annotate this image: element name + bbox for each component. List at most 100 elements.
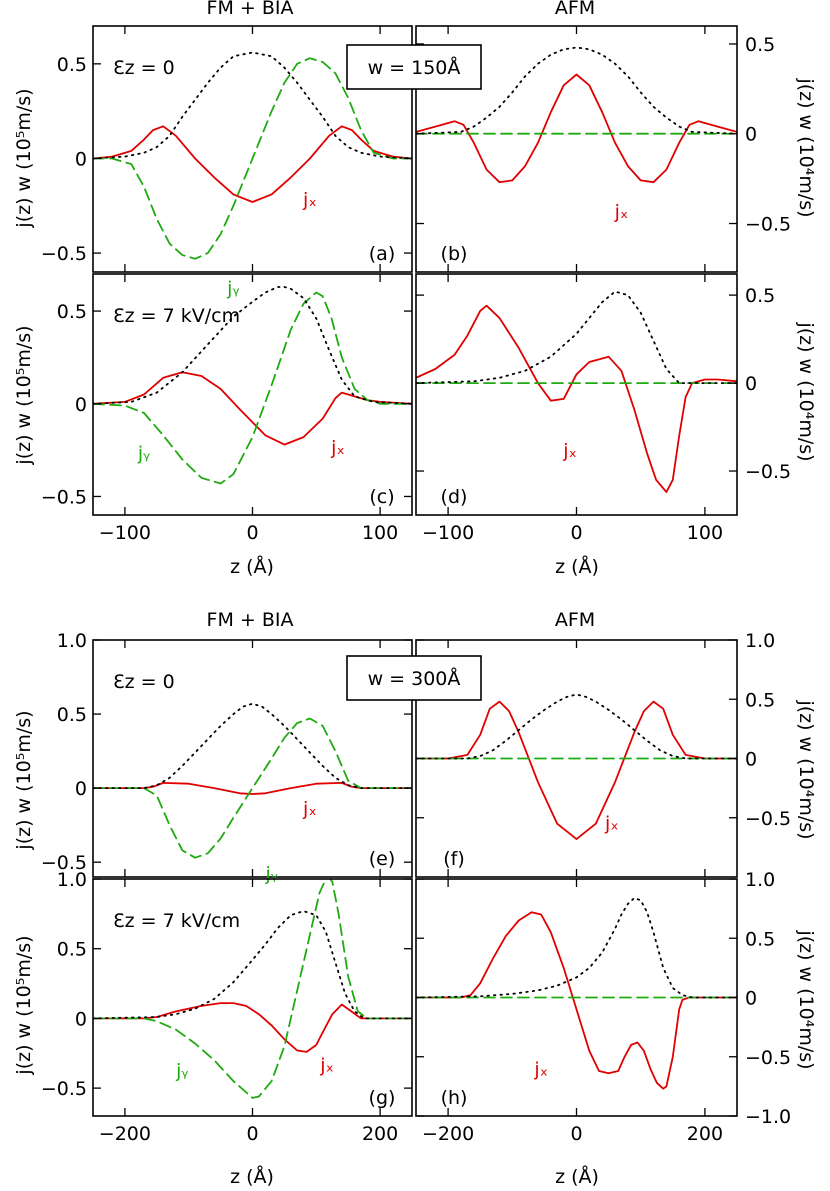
- panel-letter: (e): [369, 848, 396, 870]
- panels-layer: −0.5 0 0.5 (a) Ɛz = 0 jₓ jᵧ −0.5 0 0.5 (b) jₓ −100 0 1…: [41, 25, 791, 1145]
- y-tick-label: 0: [75, 148, 87, 170]
- series-group: [416, 897, 737, 1090]
- x-tick-label: 0: [246, 1123, 258, 1145]
- series-jx-line: [416, 700, 737, 840]
- panel-letter: (c): [369, 486, 394, 508]
- y-tick-label: 1.0: [745, 630, 775, 652]
- width-label-150: w = 150Å: [368, 56, 461, 79]
- panel-b: −0.5 0 0.5 (b) jₓ: [415, 25, 791, 273]
- y-tick-label: −0.5: [41, 852, 87, 874]
- y-tick-label: 0: [75, 778, 87, 800]
- panel-letter: (f): [443, 848, 465, 870]
- ylabel-right-b: j(z) w (10⁴m/s): [795, 77, 817, 217]
- y-tick-label: 0.5: [57, 939, 87, 961]
- y-tick-label: 0: [745, 373, 757, 395]
- y-tick-label: −0.5: [745, 1047, 791, 1069]
- series-jx-line: [93, 1002, 412, 1053]
- xlabel-right-bottom: z (Å): [555, 1165, 599, 1188]
- curve-label: jᵧ: [264, 863, 277, 885]
- curve-label: jᵧ: [175, 1060, 188, 1082]
- y-tick-label: 0: [75, 394, 87, 416]
- x-tick-label: 100: [687, 522, 723, 544]
- xlabel-left-top: z (Å): [230, 555, 274, 578]
- field-label: Ɛz = 7 kV/cm: [113, 305, 240, 327]
- y-tick-label: 1.0: [745, 869, 775, 891]
- y-tick-label: 1.0: [57, 869, 87, 891]
- x-tick-label: 0: [570, 1123, 582, 1145]
- ylabel-left-a: j(z) w (10⁵m/s): [13, 88, 35, 228]
- header-fm-bia-bottom: FM + BIA: [207, 609, 294, 631]
- field-label: Ɛz = 7 kV/cm: [113, 910, 240, 932]
- series-group: [93, 702, 412, 859]
- series-jy-line: [93, 291, 412, 485]
- ylabel-right-h: j(z) w (10⁴m/s): [795, 929, 817, 1069]
- panel-h: −200 0 200 −1.0 −0.5 0 0.5 1.0 (h) jₓ: [415, 869, 791, 1145]
- y-tick-label: 0: [745, 124, 757, 146]
- ylabel-right-f: j(z) w (10⁴m/s): [795, 699, 817, 839]
- y-tick-label: −0.5: [745, 808, 791, 830]
- curve-label: jₓ: [302, 798, 317, 820]
- panel-f: −0.5 0 0.5 1.0 (f) jₓ: [415, 630, 791, 878]
- xlabel-left-bottom: z (Å): [230, 1165, 274, 1188]
- series-density-line: [93, 910, 412, 1020]
- width-box-300: w = 300Å: [346, 655, 482, 701]
- ylabel-right-d: j(z) w (10⁴m/s): [795, 321, 817, 461]
- y-tick-label: 0.5: [57, 54, 87, 76]
- y-tick-label: −0.5: [745, 214, 791, 236]
- y-tick-label: 0.5: [745, 34, 775, 56]
- series-jx-line: [416, 73, 737, 184]
- series-density-line: [93, 51, 412, 160]
- curve-label: jₓ: [614, 201, 629, 223]
- series-group: [416, 290, 737, 494]
- x-tick-label: −100: [422, 522, 474, 544]
- panel-frame: [415, 273, 738, 516]
- panel-g: −200 0 200 −0.5 0 0.5 1.0 (g) Ɛz = 7 kV/cm jₓ jᵧ: [41, 869, 413, 1145]
- y-tick-label: 0: [745, 749, 757, 771]
- y-tick-label: −0.5: [745, 461, 791, 483]
- panel-letter: (a): [369, 243, 395, 265]
- xlabel-right-top: z (Å): [555, 555, 599, 578]
- ylabel-left-g: j(z) w (10⁵m/s): [13, 935, 35, 1075]
- curve-label: jᵧ: [226, 278, 239, 300]
- series-jy-line: [93, 57, 412, 260]
- panel-letter: (b): [441, 243, 468, 265]
- y-tick-label: −0.5: [41, 1078, 87, 1100]
- y-tick-label: 0.5: [57, 704, 87, 726]
- series-group: [93, 286, 412, 485]
- y-tick-label: −1.0: [745, 1106, 791, 1128]
- field-label: Ɛz = 0: [113, 57, 175, 79]
- y-tick-label: 0.5: [745, 928, 775, 950]
- series-group: [416, 693, 737, 840]
- series-jy-line: [93, 879, 412, 1099]
- series-jx-line: [416, 911, 737, 1090]
- y-tick-label: 1.0: [57, 630, 87, 652]
- series-group: [416, 46, 737, 184]
- x-tick-label: 200: [362, 1123, 398, 1145]
- x-tick-label: −100: [99, 522, 151, 544]
- width-box-150: w = 150Å: [346, 44, 482, 90]
- x-tick-label: 0: [246, 522, 258, 544]
- ylabel-left-e: j(z) w (10⁵m/s): [13, 710, 35, 850]
- series-density-line: [416, 46, 737, 135]
- series-density-line: [93, 286, 412, 405]
- series-group: [93, 51, 412, 260]
- curve-label: jₓ: [319, 1054, 334, 1076]
- y-tick-label: 0: [75, 1008, 87, 1030]
- panel-letter: (h): [441, 1087, 468, 1109]
- panel-c: −100 0 100 −0.5 0 0.5 (c) Ɛz = 7 kV/cm jₓ jᵧ: [41, 273, 413, 544]
- curve-label: jₓ: [302, 189, 317, 211]
- x-tick-label: 200: [687, 1123, 723, 1145]
- ylabel-left-c: j(z) w (10⁵m/s): [13, 325, 35, 465]
- y-tick-label: 0.5: [745, 285, 775, 307]
- series-density-line: [416, 290, 737, 385]
- panel-a: −0.5 0 0.5 (a) Ɛz = 0 jₓ jᵧ: [41, 25, 413, 300]
- x-tick-label: −200: [99, 1123, 151, 1145]
- header-afm-bottom: AFM: [555, 609, 595, 631]
- y-tick-label: −0.5: [41, 243, 87, 265]
- x-tick-label: 100: [362, 522, 398, 544]
- x-tick-label: −200: [422, 1123, 474, 1145]
- panel-letter: (g): [369, 1087, 396, 1109]
- y-tick-label: 0.5: [57, 301, 87, 323]
- header-fm-bia-top: FM + BIA: [207, 0, 294, 19]
